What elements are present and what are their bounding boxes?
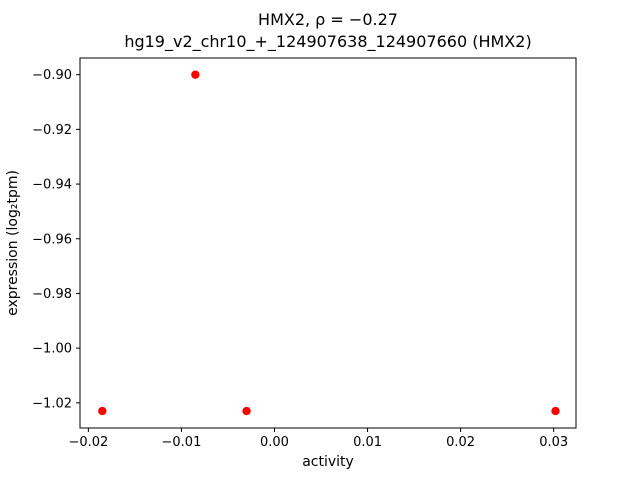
x-tick-label: 0.00 xyxy=(260,435,289,450)
y-tick-label: −0.94 xyxy=(32,178,72,193)
data-point xyxy=(191,70,200,79)
chart-subtitle: hg19_v2_chr10_+_124907638_124907660 (HMX… xyxy=(124,32,531,52)
data-point xyxy=(551,406,560,416)
y-tick-label: −1.02 xyxy=(32,396,72,411)
y-tick-label: −0.90 xyxy=(32,68,72,83)
x-tick-label: 0.02 xyxy=(446,435,475,450)
x-axis-label: activity xyxy=(302,454,354,470)
y-tick-label: −0.92 xyxy=(32,123,72,138)
axes-layer: −0.02 −0.01 0.00 0.01 0.02 0.03 −0.90 −0.92 −0.9… xyxy=(32,57,577,450)
y-tick-label: −1.00 xyxy=(32,342,72,357)
x-tick-label: 0.03 xyxy=(539,435,568,450)
x-tick-label: 0.01 xyxy=(353,435,382,450)
y-tick-label: −0.98 xyxy=(32,287,72,302)
chart-title: HMX2, ρ = −0.27 xyxy=(258,10,398,29)
x-tick-label: −0.01 xyxy=(162,435,202,450)
data-point xyxy=(98,406,107,416)
x-tick-label: −0.02 xyxy=(68,435,108,450)
axes-border xyxy=(79,57,577,429)
y-axis-label: expression (log₂tpm) xyxy=(5,170,21,316)
data-point xyxy=(242,406,251,416)
y-tick-label: −0.96 xyxy=(32,232,72,247)
